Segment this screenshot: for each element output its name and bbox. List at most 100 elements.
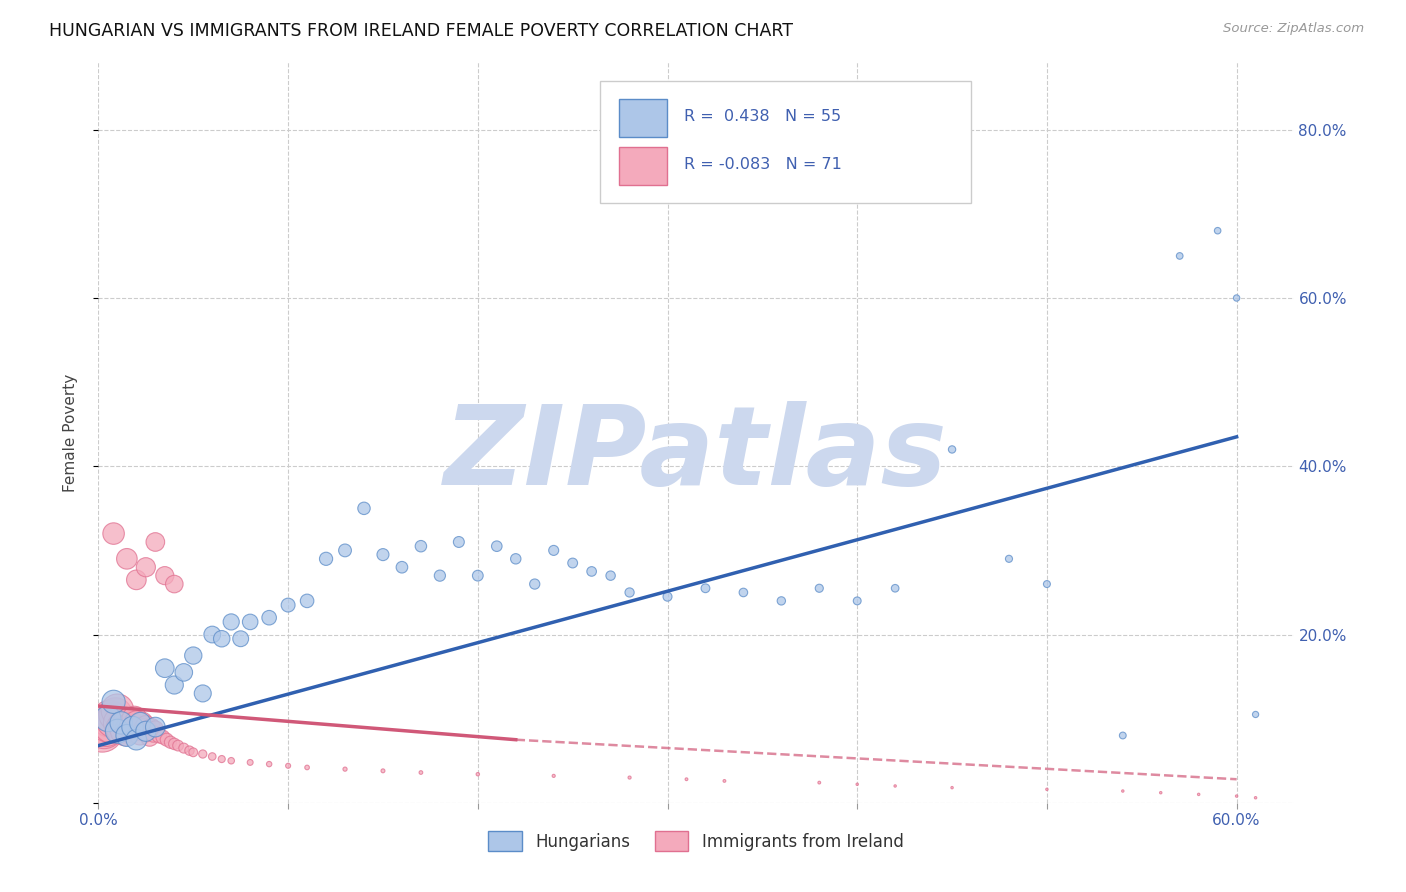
Point: [239, 615, 262, 629]
Point: [619, 771, 641, 785]
Point: [543, 543, 565, 558]
Text: ZIPatlas: ZIPatlas: [444, 401, 948, 508]
Point: [581, 565, 603, 579]
Point: [770, 594, 793, 608]
Text: R =  0.438   N = 55: R = 0.438 N = 55: [685, 109, 841, 124]
FancyBboxPatch shape: [620, 147, 668, 186]
Point: [179, 744, 201, 758]
Point: [163, 678, 186, 692]
Point: [219, 754, 242, 768]
Point: [136, 724, 159, 739]
Point: [467, 568, 489, 582]
Point: [1150, 786, 1173, 800]
Point: [201, 627, 224, 641]
Point: [131, 715, 153, 730]
Point: [485, 539, 508, 553]
Point: [143, 720, 166, 734]
Point: [1206, 224, 1229, 238]
Point: [94, 720, 117, 734]
Point: [713, 773, 735, 788]
Point: [295, 760, 318, 774]
Point: [105, 703, 128, 717]
Point: [112, 718, 135, 732]
Point: [120, 718, 142, 732]
Point: [129, 727, 152, 741]
Point: [884, 779, 907, 793]
Point: [104, 707, 127, 722]
Point: [675, 772, 697, 787]
Point: [148, 729, 170, 743]
Point: [1112, 784, 1135, 798]
Point: [229, 632, 252, 646]
Point: [114, 724, 136, 739]
Point: [191, 747, 214, 761]
Point: [135, 718, 157, 732]
Point: [1188, 788, 1211, 802]
Point: [941, 442, 963, 457]
Point: [846, 777, 869, 791]
Point: [1036, 577, 1059, 591]
Point: [125, 573, 148, 587]
Point: [110, 715, 132, 730]
Point: [505, 551, 527, 566]
Point: [391, 560, 413, 574]
Point: [143, 535, 166, 549]
Point: [181, 648, 204, 663]
Point: [115, 715, 138, 730]
Point: [181, 745, 204, 759]
Point: [619, 585, 641, 599]
Point: [333, 762, 356, 776]
Point: [97, 712, 120, 726]
Text: R = -0.083   N = 71: R = -0.083 N = 71: [685, 157, 842, 172]
Point: [409, 765, 432, 780]
Point: [1036, 782, 1059, 797]
Point: [105, 724, 128, 739]
Point: [163, 737, 186, 751]
Point: [941, 780, 963, 795]
Point: [103, 526, 125, 541]
Point: [1168, 249, 1191, 263]
Point: [91, 724, 114, 739]
Point: [135, 560, 157, 574]
Point: [110, 722, 132, 736]
Point: [153, 568, 176, 582]
Point: [1226, 291, 1249, 305]
Point: [371, 764, 394, 778]
Point: [93, 722, 115, 736]
Point: [409, 539, 432, 553]
FancyBboxPatch shape: [600, 81, 972, 203]
Point: [100, 718, 122, 732]
Point: [277, 598, 299, 612]
Point: [561, 556, 583, 570]
Point: [127, 722, 149, 736]
Point: [167, 739, 190, 753]
Point: [277, 758, 299, 772]
Point: [118, 722, 141, 736]
Point: [543, 769, 565, 783]
Point: [808, 775, 831, 789]
Point: [153, 661, 176, 675]
Point: [353, 501, 375, 516]
FancyBboxPatch shape: [620, 99, 668, 137]
Legend: Hungarians, Immigrants from Ireland: Hungarians, Immigrants from Ireland: [482, 825, 910, 857]
Point: [108, 715, 131, 730]
Point: [447, 535, 470, 549]
Point: [998, 551, 1021, 566]
Point: [173, 741, 195, 756]
Point: [138, 730, 160, 744]
Point: [159, 735, 181, 749]
Point: [239, 756, 262, 770]
Point: [599, 568, 621, 582]
Text: Source: ZipAtlas.com: Source: ZipAtlas.com: [1223, 22, 1364, 36]
Point: [103, 695, 125, 709]
Point: [808, 581, 831, 595]
Point: [295, 594, 318, 608]
Point: [371, 548, 394, 562]
Point: [1112, 729, 1135, 743]
Point: [467, 767, 489, 781]
Point: [333, 543, 356, 558]
Point: [191, 686, 214, 700]
Point: [173, 665, 195, 680]
Point: [143, 722, 166, 736]
Point: [141, 720, 163, 734]
